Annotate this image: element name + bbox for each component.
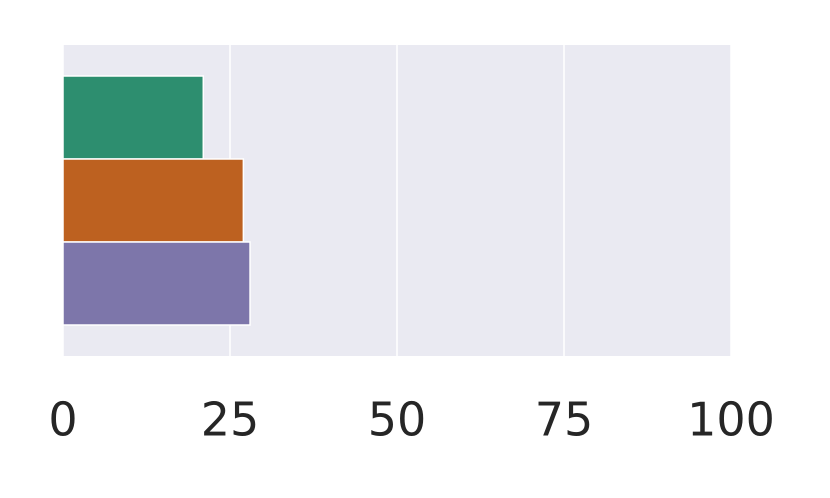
x-tick-label: 0	[48, 393, 77, 447]
x-tick-label: 25	[201, 393, 260, 447]
x-tick-label: 75	[535, 393, 594, 447]
x-tick-label: 100	[687, 393, 775, 447]
bar	[62, 158, 245, 243]
bar	[62, 241, 251, 326]
bar	[62, 75, 205, 160]
x-tick-label: 50	[368, 393, 427, 447]
